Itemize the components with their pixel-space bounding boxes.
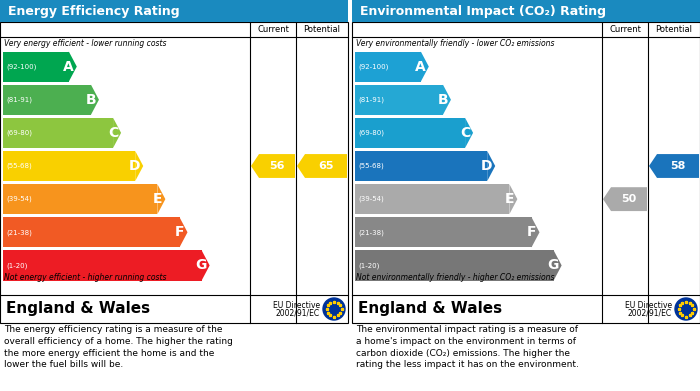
Bar [3, 151, 135, 181]
Text: D: D [481, 159, 492, 173]
Text: England & Wales: England & Wales [6, 301, 150, 316]
Polygon shape [251, 154, 295, 178]
Bar [0, 22, 348, 323]
Circle shape [323, 298, 345, 320]
Text: E: E [505, 192, 514, 206]
Polygon shape [603, 187, 647, 211]
Text: (55-68): (55-68) [358, 163, 384, 169]
Circle shape [675, 298, 697, 320]
Bar [352, 0, 700, 22]
Text: (55-68): (55-68) [6, 163, 32, 169]
Bar [355, 250, 554, 280]
Text: (39-54): (39-54) [358, 196, 384, 203]
Text: (69-80): (69-80) [6, 129, 32, 136]
Polygon shape [487, 151, 495, 181]
Bar [3, 217, 179, 248]
Bar [355, 118, 465, 148]
Text: EU Directive: EU Directive [273, 301, 320, 310]
Text: Potential: Potential [655, 25, 692, 34]
Text: Not environmentally friendly - higher CO₂ emissions: Not environmentally friendly - higher CO… [356, 273, 554, 282]
Text: (21-38): (21-38) [358, 229, 384, 235]
Text: D: D [129, 159, 140, 173]
Text: Very environmentally friendly - lower CO₂ emissions: Very environmentally friendly - lower CO… [356, 39, 554, 48]
Bar [0, 0, 348, 22]
Text: B: B [438, 93, 448, 107]
Polygon shape [443, 84, 451, 115]
Text: 65: 65 [318, 161, 334, 171]
Text: A: A [415, 59, 426, 74]
Text: F: F [175, 225, 185, 239]
Text: E: E [153, 192, 162, 206]
Text: 56: 56 [270, 161, 285, 171]
Text: (39-54): (39-54) [6, 196, 32, 203]
Text: G: G [195, 258, 206, 273]
Text: England & Wales: England & Wales [358, 301, 502, 316]
Polygon shape [202, 250, 209, 280]
Text: 58: 58 [671, 161, 686, 171]
Text: (1-20): (1-20) [6, 262, 27, 269]
Polygon shape [531, 217, 540, 248]
Text: Environmental Impact (CO₂) Rating: Environmental Impact (CO₂) Rating [360, 5, 606, 18]
Polygon shape [421, 52, 429, 82]
Bar [3, 250, 202, 280]
Bar [352, 22, 700, 323]
Text: (92-100): (92-100) [358, 63, 388, 70]
Text: Energy Efficiency Rating: Energy Efficiency Rating [8, 5, 180, 18]
Bar [3, 184, 158, 214]
Text: Not energy efficient - higher running costs: Not energy efficient - higher running co… [4, 273, 167, 282]
Text: (21-38): (21-38) [6, 229, 32, 235]
Text: 2002/91/EC: 2002/91/EC [628, 308, 672, 317]
Text: G: G [547, 258, 559, 273]
Text: Current: Current [257, 25, 289, 34]
Text: Potential: Potential [304, 25, 340, 34]
Text: Very energy efficient - lower running costs: Very energy efficient - lower running co… [4, 39, 167, 48]
Text: The energy efficiency rating is a measure of the
overall efficiency of a home. T: The energy efficiency rating is a measur… [4, 325, 233, 369]
Text: (69-80): (69-80) [358, 129, 384, 136]
Text: 50: 50 [622, 194, 636, 204]
Bar [3, 52, 69, 82]
Polygon shape [69, 52, 77, 82]
Text: (1-20): (1-20) [358, 262, 379, 269]
Polygon shape [135, 151, 143, 181]
Text: C: C [460, 126, 470, 140]
Bar [355, 184, 510, 214]
Polygon shape [297, 154, 347, 178]
Polygon shape [510, 184, 517, 214]
Bar [3, 84, 91, 115]
Bar [3, 118, 113, 148]
Polygon shape [554, 250, 561, 280]
Bar [355, 151, 487, 181]
Polygon shape [179, 217, 188, 248]
Polygon shape [158, 184, 165, 214]
Polygon shape [465, 118, 473, 148]
Text: A: A [63, 59, 74, 74]
Text: (81-91): (81-91) [6, 97, 32, 103]
Polygon shape [649, 154, 699, 178]
Text: Current: Current [609, 25, 641, 34]
Text: 2002/91/EC: 2002/91/EC [276, 308, 320, 317]
Text: (81-91): (81-91) [358, 97, 384, 103]
Polygon shape [113, 118, 121, 148]
Polygon shape [91, 84, 99, 115]
Text: F: F [527, 225, 536, 239]
Text: (92-100): (92-100) [6, 63, 36, 70]
Text: EU Directive: EU Directive [625, 301, 672, 310]
Bar [355, 84, 443, 115]
Bar [355, 52, 421, 82]
Text: C: C [108, 126, 118, 140]
Text: The environmental impact rating is a measure of
a home's impact on the environme: The environmental impact rating is a mea… [356, 325, 579, 369]
Bar [355, 217, 531, 248]
Text: B: B [85, 93, 96, 107]
